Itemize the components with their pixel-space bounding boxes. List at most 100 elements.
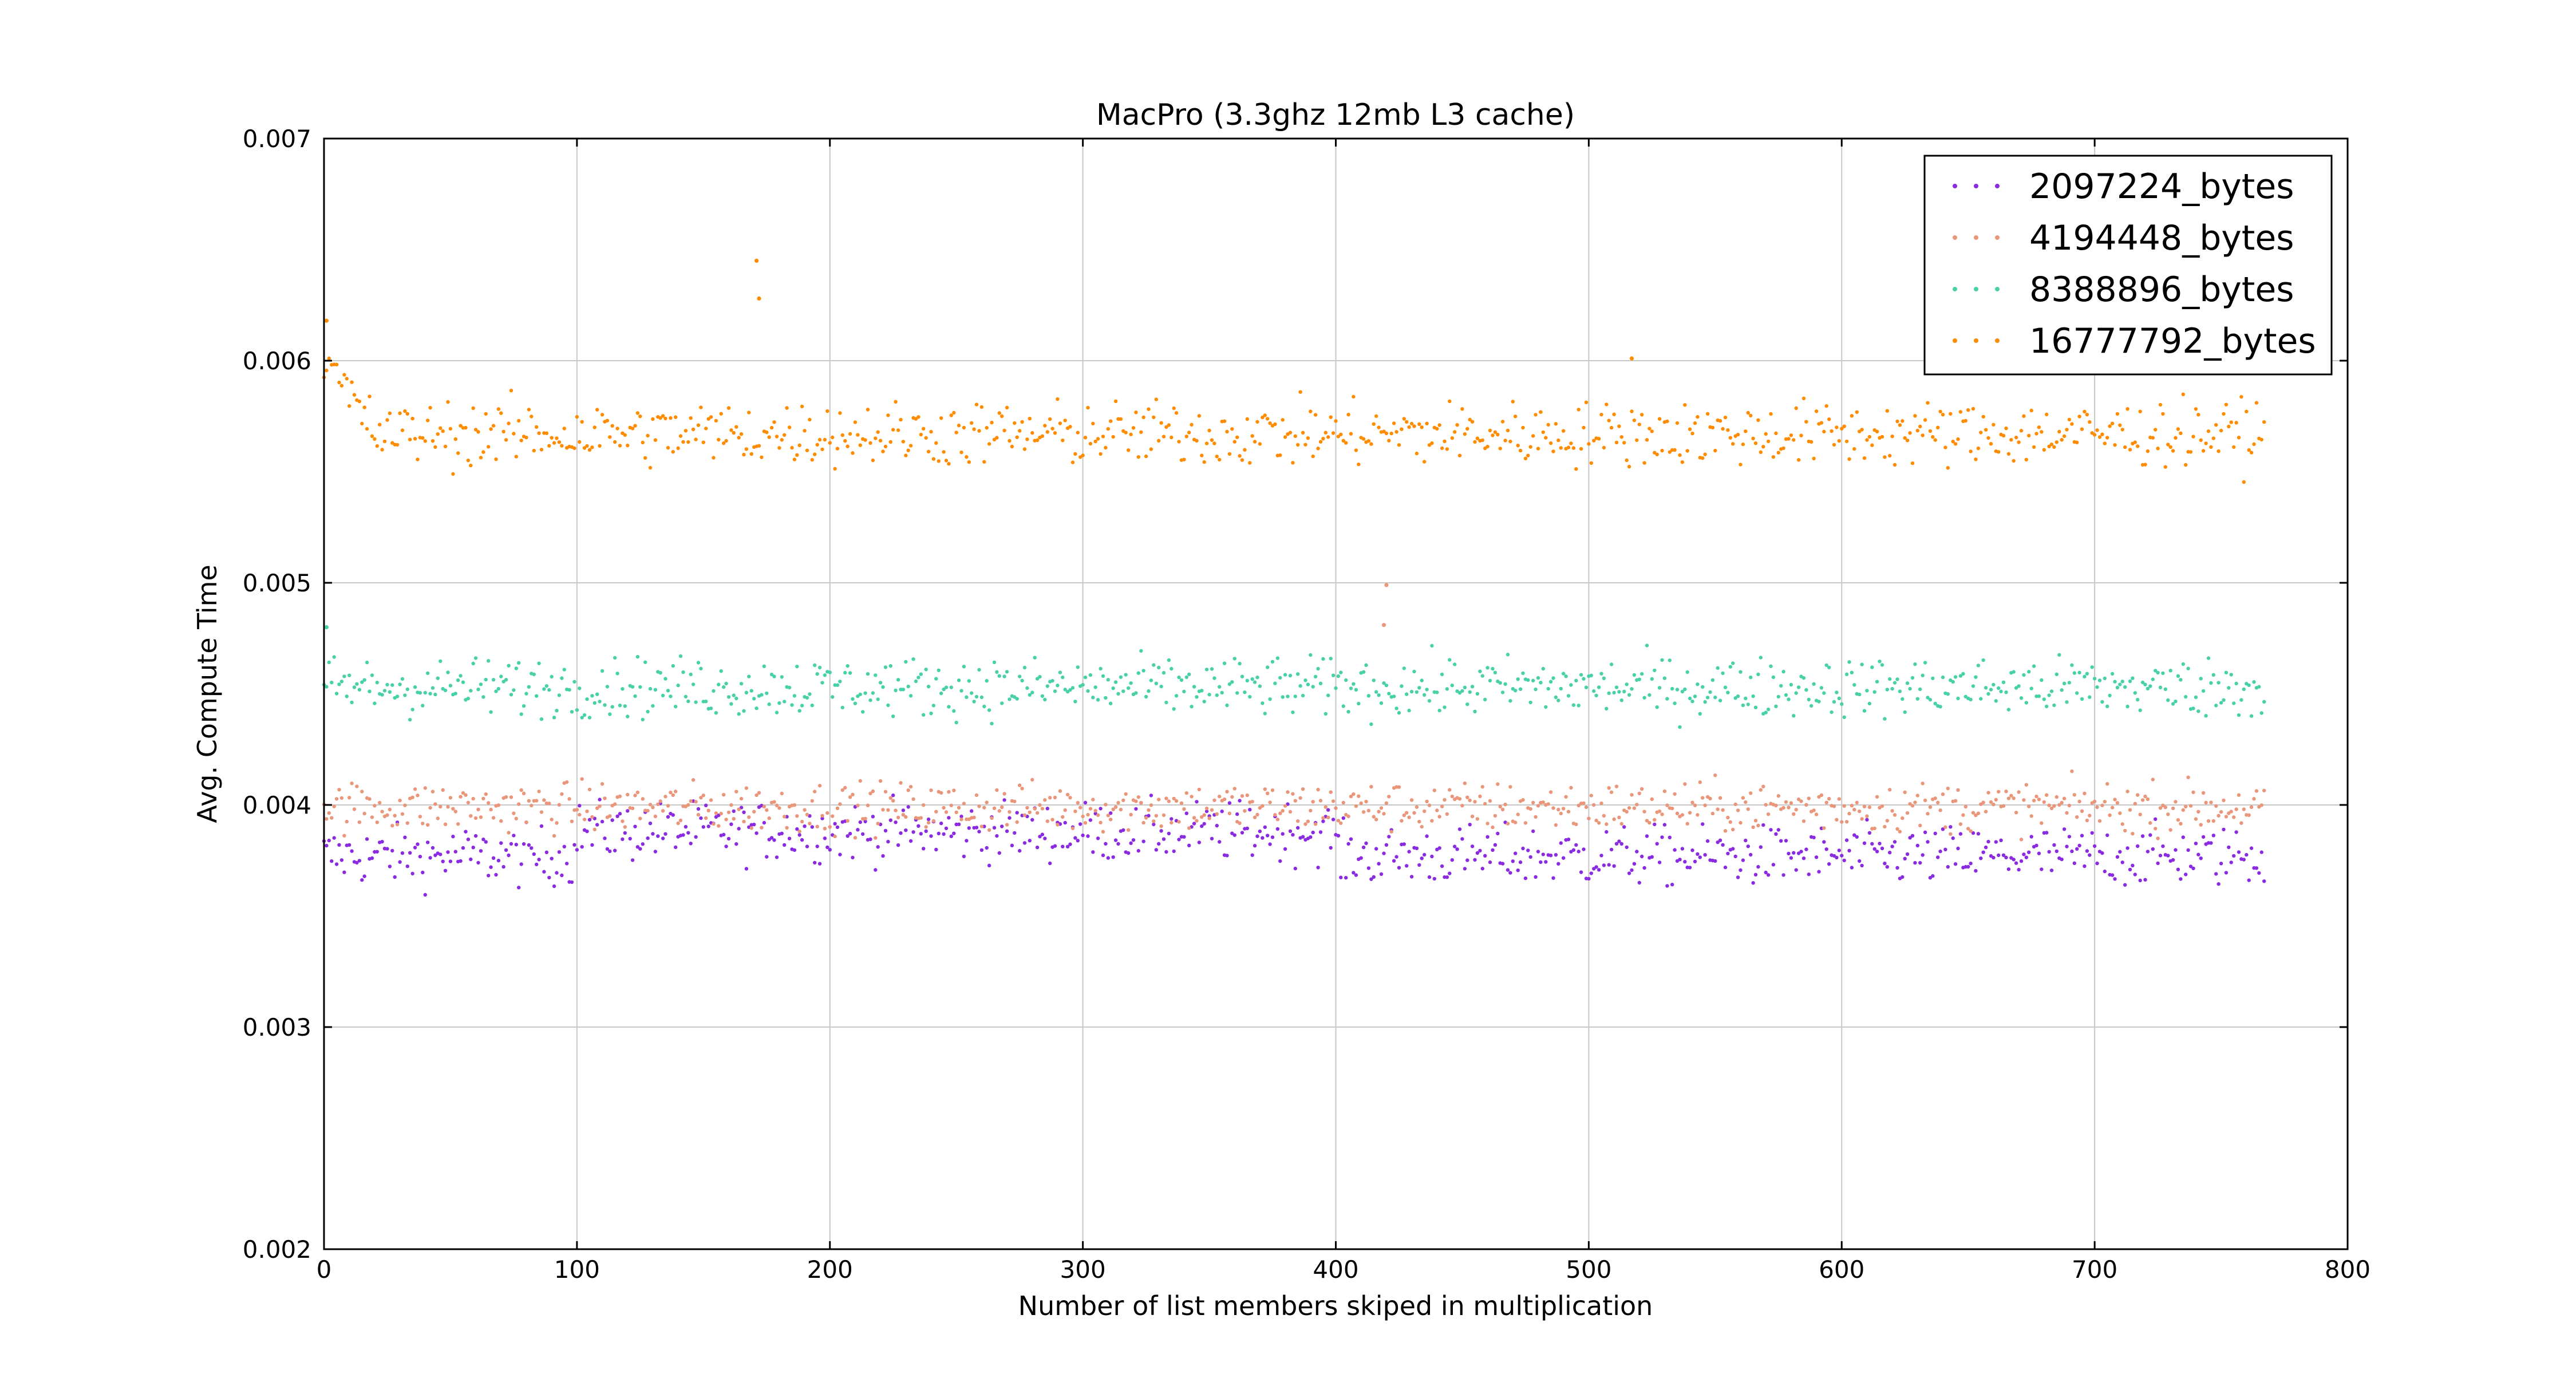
data-point	[1705, 839, 1710, 843]
data-point	[600, 413, 605, 417]
data-point	[1733, 696, 1737, 700]
data-point	[2222, 798, 2226, 803]
data-point	[1417, 820, 1421, 824]
data-point	[2045, 704, 2049, 709]
data-point	[2110, 873, 2115, 877]
data-point	[1425, 421, 1429, 425]
data-point	[1190, 423, 1194, 427]
data-point	[590, 445, 594, 449]
data-point	[810, 825, 815, 829]
legend-marker	[1995, 184, 2000, 188]
data-point	[479, 815, 483, 819]
data-point	[2067, 803, 2072, 808]
data-point	[2154, 827, 2158, 831]
data-point	[1503, 439, 1507, 443]
data-point	[2148, 833, 2152, 837]
data-point	[1903, 790, 1907, 795]
data-point	[1582, 677, 1586, 681]
data-point	[2001, 433, 2006, 438]
data-point	[443, 688, 448, 693]
data-point	[1642, 866, 1646, 870]
data-point	[1106, 856, 1111, 860]
data-point	[1870, 443, 1874, 447]
data-point	[1109, 818, 1113, 822]
data-point	[1056, 684, 1060, 688]
data-point	[1220, 810, 1224, 814]
data-point	[2125, 704, 2129, 709]
data-point	[1506, 428, 1510, 433]
data-point	[1488, 428, 1492, 433]
data-point	[2242, 687, 2246, 692]
data-point	[2143, 463, 2147, 467]
data-point	[767, 816, 771, 820]
data-point	[1243, 690, 1247, 694]
data-point	[487, 445, 491, 449]
data-point	[787, 685, 792, 690]
data-point	[487, 659, 491, 663]
data-point	[1427, 443, 1432, 447]
data-point	[1402, 842, 1406, 846]
data-point	[1500, 807, 1505, 812]
data-point	[891, 799, 895, 803]
data-point	[1349, 837, 1353, 841]
data-point	[479, 682, 483, 686]
data-point	[1065, 792, 1070, 797]
data-point	[1144, 816, 1148, 820]
data-point	[2168, 828, 2172, 832]
data-point	[491, 678, 496, 682]
data-point	[1678, 725, 1682, 729]
data-point	[1364, 663, 1368, 668]
data-point	[1627, 464, 1631, 469]
data-point	[863, 819, 867, 824]
data-point	[1420, 425, 1424, 429]
data-point	[1571, 848, 1576, 852]
data-point	[532, 852, 536, 856]
x-tick-label: 300	[1060, 1255, 1106, 1284]
data-point	[739, 682, 744, 686]
data-point	[678, 654, 683, 658]
data-point	[1352, 871, 1356, 875]
data-point	[1890, 435, 1894, 439]
legend: 2097224_bytes4194448_bytes8388896_bytes1…	[1923, 155, 2333, 376]
data-point	[1202, 460, 1206, 464]
data-point	[1270, 788, 1275, 792]
data-point	[1961, 672, 1965, 676]
data-point	[339, 384, 344, 388]
data-point	[1273, 422, 1277, 427]
data-point	[1731, 661, 1735, 665]
data-point	[1779, 684, 1783, 688]
data-point	[539, 810, 544, 814]
data-point	[1630, 868, 1634, 872]
data-point	[1159, 421, 1163, 425]
data-point	[883, 444, 888, 449]
data-point	[719, 412, 723, 416]
data-point	[1457, 797, 1462, 801]
data-point	[1776, 794, 1780, 798]
data-point	[1250, 853, 1254, 857]
data-point	[1346, 710, 1350, 714]
data-point	[959, 814, 963, 819]
data-point	[1275, 656, 1280, 660]
data-point	[1172, 849, 1176, 854]
data-point	[1361, 437, 1366, 441]
data-point	[530, 846, 534, 850]
data-point	[2242, 480, 2246, 484]
data-point	[1443, 439, 1447, 443]
data-point	[1000, 824, 1004, 828]
data-point	[1858, 859, 1862, 863]
data-point	[1678, 453, 1682, 457]
data-point	[1465, 795, 1469, 800]
data-point	[1061, 439, 1065, 443]
data-point	[1592, 689, 1596, 693]
data-point	[2166, 854, 2170, 858]
data-point	[2217, 814, 2221, 818]
data-point	[717, 682, 721, 686]
data-point	[1291, 461, 1295, 465]
data-point	[2040, 430, 2044, 434]
data-point	[2191, 435, 2195, 439]
data-point	[2019, 859, 2024, 863]
data-point	[1612, 817, 1616, 822]
data-point	[410, 871, 414, 876]
data-point	[1855, 835, 1859, 839]
data-point	[1759, 450, 1763, 454]
